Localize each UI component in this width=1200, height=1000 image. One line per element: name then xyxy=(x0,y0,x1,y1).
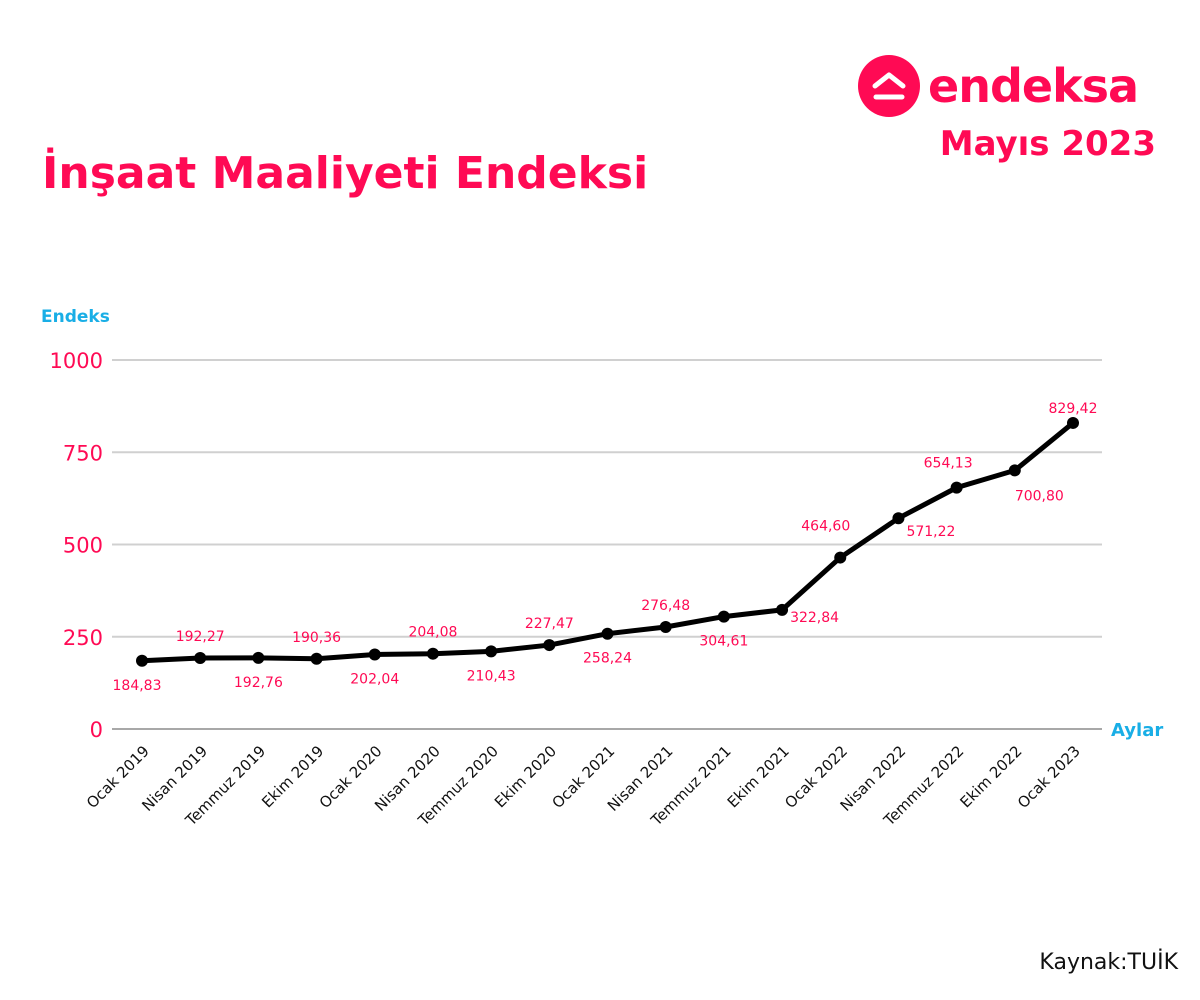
data-point xyxy=(834,551,847,564)
data-point xyxy=(1067,416,1079,429)
data-point xyxy=(310,652,323,665)
data-point xyxy=(892,512,905,525)
series-endeks xyxy=(136,416,1079,667)
y-tick-label: 0 xyxy=(90,718,103,742)
data-label: 304,61 xyxy=(699,634,748,650)
data-point xyxy=(776,603,789,616)
y-axis-label: Endeks xyxy=(41,307,110,327)
data-label: 464,60 xyxy=(801,519,850,535)
data-label: 700,80 xyxy=(1015,488,1064,504)
chart-title: İnşaat Maaliyeti Endeksi xyxy=(42,148,649,199)
data-point xyxy=(659,620,672,633)
data-point xyxy=(252,651,265,664)
data-label: 654,13 xyxy=(924,456,973,472)
data-point xyxy=(194,652,207,665)
data-label: 258,24 xyxy=(583,651,632,667)
x-axis-label: Aylar xyxy=(1111,720,1163,741)
x-tick-label: Ocak 2023 xyxy=(1014,742,1084,812)
data-point xyxy=(368,648,381,661)
data-label: 192,76 xyxy=(234,675,283,691)
data-point xyxy=(950,481,963,494)
data-label: 322,84 xyxy=(790,610,839,626)
y-tick-label: 500 xyxy=(63,534,103,558)
data-label: 571,22 xyxy=(906,524,955,540)
data-point xyxy=(717,610,730,623)
data-point xyxy=(426,647,439,660)
period-label: Mayıs 2023 xyxy=(939,124,1156,164)
house-up-chevron-icon xyxy=(858,55,920,117)
brand-logo: endeksa xyxy=(858,55,1139,117)
data-label: 210,43 xyxy=(467,668,516,684)
y-tick-labels: 0 250 500 750 1000 xyxy=(50,349,103,742)
data-point xyxy=(543,639,556,652)
data-point xyxy=(485,645,498,658)
data-label: 204,08 xyxy=(408,625,457,641)
data-point xyxy=(136,654,148,667)
source-note: Kaynak:TUİK xyxy=(1039,950,1178,975)
data-label: 276,48 xyxy=(641,598,690,614)
data-label: 202,04 xyxy=(350,671,399,687)
y-tick-label: 1000 xyxy=(50,349,103,373)
data-label: 227,47 xyxy=(525,616,574,632)
data-label: 190,36 xyxy=(292,630,341,646)
data-point xyxy=(1008,464,1021,477)
gridlines xyxy=(112,359,1102,730)
data-label: 829,42 xyxy=(1049,401,1098,417)
brand-name: endeksa xyxy=(928,59,1139,113)
y-tick-label: 750 xyxy=(63,441,103,465)
data-label: 184,83 xyxy=(113,678,162,694)
data-point xyxy=(601,627,614,640)
data-label: 192,27 xyxy=(176,629,225,645)
y-tick-label: 250 xyxy=(63,626,103,650)
data-labels: 184,83 192,27 192,76 190,36 202,04 204,08 210,… xyxy=(113,401,1098,694)
